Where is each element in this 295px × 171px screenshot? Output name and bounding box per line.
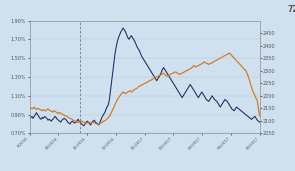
Text: 720GL: 720GL	[287, 5, 295, 14]
